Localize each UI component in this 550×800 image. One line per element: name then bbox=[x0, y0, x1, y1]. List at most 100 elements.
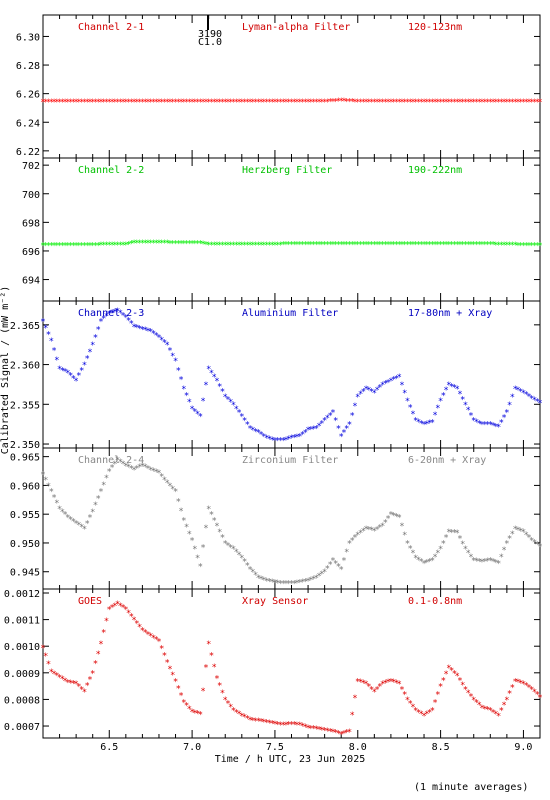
data-point: * bbox=[410, 98, 415, 108]
data-point: * bbox=[239, 413, 244, 423]
data-point: * bbox=[236, 241, 241, 251]
x-tick-label: 7.0 bbox=[183, 742, 201, 753]
data-point: * bbox=[435, 98, 440, 108]
data-point: * bbox=[242, 417, 247, 427]
data-point: * bbox=[485, 241, 490, 251]
data-point: * bbox=[396, 514, 401, 524]
data-point: * bbox=[421, 240, 426, 250]
data-point: * bbox=[278, 437, 283, 447]
data-point: * bbox=[300, 722, 305, 732]
data-point: * bbox=[319, 570, 324, 580]
data-point: * bbox=[466, 98, 471, 108]
data-point: * bbox=[350, 711, 355, 721]
data-point: * bbox=[493, 710, 498, 720]
data-point: * bbox=[43, 98, 48, 108]
data-point: * bbox=[189, 98, 194, 108]
data-point: * bbox=[272, 437, 277, 447]
data-point: * bbox=[388, 240, 393, 250]
data-point: * bbox=[120, 241, 125, 251]
data-point: * bbox=[60, 242, 65, 252]
data-point: * bbox=[305, 426, 310, 436]
data-point: * bbox=[372, 98, 377, 108]
data-point: * bbox=[51, 493, 56, 503]
data-point: * bbox=[148, 98, 153, 108]
data-point: * bbox=[123, 241, 128, 251]
data-point: * bbox=[267, 719, 272, 729]
data-point: * bbox=[454, 240, 459, 250]
data-point: * bbox=[209, 511, 214, 521]
data-point: * bbox=[200, 687, 205, 697]
data-point: * bbox=[250, 241, 255, 251]
data-point: * bbox=[421, 421, 426, 431]
data-point: * bbox=[452, 384, 457, 394]
data-point: * bbox=[504, 98, 509, 108]
data-point: * bbox=[51, 98, 56, 108]
data-point: * bbox=[488, 241, 493, 251]
data-point: * bbox=[488, 707, 493, 717]
data-point: * bbox=[330, 98, 335, 108]
data-point: * bbox=[225, 98, 230, 108]
data-point: * bbox=[399, 685, 404, 695]
data-point: * bbox=[195, 410, 200, 420]
data-point: * bbox=[394, 513, 399, 523]
data-point: * bbox=[341, 730, 346, 740]
panel-label: Channel 2-1 bbox=[78, 22, 144, 33]
data-point: * bbox=[181, 98, 186, 108]
data-point: * bbox=[76, 683, 81, 693]
data-point: * bbox=[264, 241, 269, 251]
data-point: * bbox=[496, 712, 501, 722]
data-point: * bbox=[156, 333, 161, 343]
data-point: * bbox=[504, 696, 509, 706]
data-point: * bbox=[115, 98, 120, 108]
data-point: * bbox=[452, 529, 457, 539]
data-point: * bbox=[228, 241, 233, 251]
data-point: * bbox=[203, 524, 208, 534]
data-point: * bbox=[107, 309, 112, 319]
data-point: * bbox=[40, 470, 45, 480]
data-point: * bbox=[195, 710, 200, 720]
data-point: * bbox=[325, 414, 330, 424]
data-point: * bbox=[413, 707, 418, 717]
data-point: * bbox=[333, 729, 338, 739]
data-point: * bbox=[377, 524, 382, 534]
data-point: * bbox=[466, 240, 471, 250]
x-tick-label: 9.0 bbox=[514, 742, 532, 753]
data-point: * bbox=[178, 376, 183, 386]
data-point: * bbox=[443, 534, 448, 544]
data-point: * bbox=[322, 568, 327, 578]
data-point: * bbox=[87, 98, 92, 108]
data-point: * bbox=[438, 545, 443, 555]
data-point: * bbox=[452, 240, 457, 250]
data-point: * bbox=[151, 634, 156, 644]
data-point: * bbox=[289, 720, 294, 730]
data-point: * bbox=[256, 98, 261, 108]
data-point: * bbox=[123, 605, 128, 615]
chart-panels: 6.22 6.24 6.26 6.28 6.30 Channel 2-1 Lyman-alp… bbox=[4, 14, 543, 753]
data-point: * bbox=[396, 680, 401, 690]
data-point: * bbox=[57, 505, 62, 515]
data-point: * bbox=[460, 396, 465, 406]
data-point: * bbox=[289, 98, 294, 108]
data-point: * bbox=[275, 720, 280, 730]
data-point: * bbox=[165, 341, 170, 351]
data-point: * bbox=[209, 369, 214, 379]
data-point: * bbox=[289, 241, 294, 251]
data-point: * bbox=[526, 241, 531, 251]
data-point: * bbox=[347, 539, 352, 549]
x-tick-label: 7.5 bbox=[266, 742, 284, 753]
data-point: * bbox=[258, 430, 263, 440]
data-point: * bbox=[488, 98, 493, 108]
data-point: * bbox=[178, 98, 183, 108]
data-point: * bbox=[281, 721, 286, 731]
data-point: * bbox=[358, 529, 363, 539]
data-point: * bbox=[347, 728, 352, 738]
data-point: * bbox=[112, 308, 117, 318]
data-point: * bbox=[120, 460, 125, 470]
data-point: * bbox=[234, 98, 239, 108]
data-point: * bbox=[165, 98, 170, 108]
data-point: * bbox=[446, 528, 451, 538]
data-point: * bbox=[319, 726, 324, 736]
data-point: * bbox=[145, 239, 150, 249]
data-point: * bbox=[316, 98, 321, 108]
